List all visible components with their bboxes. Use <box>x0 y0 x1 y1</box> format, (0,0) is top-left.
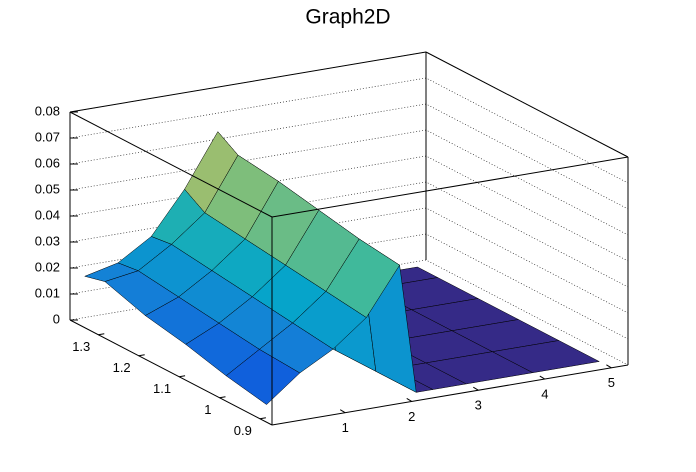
x-tick-label: 4 <box>541 386 548 401</box>
x-tick-label: 2 <box>408 409 415 424</box>
z-tick-label: 0.07 <box>35 129 60 144</box>
x-tick-label: 3 <box>475 398 482 413</box>
y-tick <box>178 375 186 378</box>
z-tick-label: 0.01 <box>35 285 60 300</box>
y-tick-label: 0.9 <box>234 423 252 438</box>
z-tick-label: 0.05 <box>35 181 60 196</box>
z-tick-label: 0.04 <box>35 207 60 222</box>
y-tick-label: 1.3 <box>72 339 90 354</box>
x-tick-label: 5 <box>608 375 615 390</box>
x-tick <box>339 409 346 414</box>
y-tick-label: 1 <box>204 402 211 417</box>
y-tick <box>98 333 105 336</box>
grid-line <box>69 77 629 184</box>
surface-cell <box>225 349 301 405</box>
z-tick-label: 0.06 <box>35 155 60 170</box>
x-tick <box>473 386 479 391</box>
x-tick-label: 1 <box>342 420 349 435</box>
y-tick <box>259 417 266 420</box>
y-tick-label: 1.1 <box>153 381 171 396</box>
grid-line <box>69 129 629 236</box>
z-tick-label: 0.02 <box>35 259 60 274</box>
z-tick-label: 0 <box>53 311 60 326</box>
z-tick-label: 0.08 <box>35 103 60 118</box>
grid-line <box>69 103 629 210</box>
y-axis <box>69 319 273 426</box>
y-tick <box>219 396 226 399</box>
box-edge <box>69 111 273 218</box>
x-axis <box>271 364 629 426</box>
x-tick <box>406 398 412 402</box>
z-tick-label: 0.03 <box>35 233 60 248</box>
grid-line <box>69 51 629 158</box>
box-edge <box>271 156 629 218</box>
y-tick-label: 1.2 <box>113 360 131 375</box>
x-tick <box>606 364 612 369</box>
x-tick <box>539 375 546 380</box>
y-tick <box>138 354 145 357</box>
chart-title: Graph2D <box>305 6 390 29</box>
